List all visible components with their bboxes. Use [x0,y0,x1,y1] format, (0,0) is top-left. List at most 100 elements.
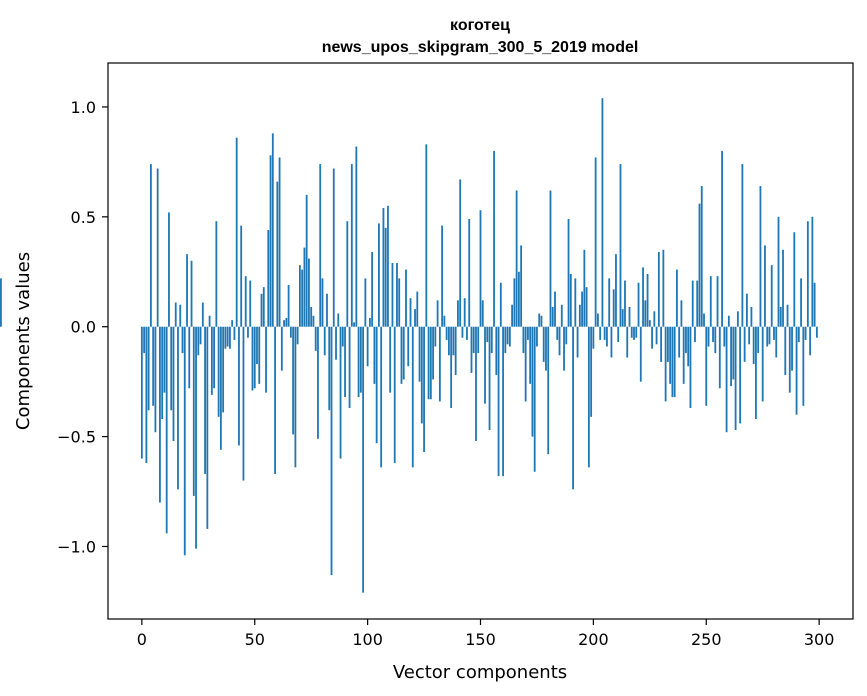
bar-45 [242,326,245,481]
bar-99 [364,278,367,327]
bar-205 [603,326,606,340]
bar-210 [615,254,617,327]
bar-296 [809,326,812,356]
bar-251 [707,326,710,347]
bar-26 [199,326,202,345]
bar-143 [463,298,466,327]
bar-249 [703,313,705,327]
bar-206 [606,326,608,347]
bar-295 [806,221,809,327]
bar-241 [685,326,687,354]
bar-184 [556,326,559,340]
bar-233 [666,326,669,362]
bar-259 [725,326,728,433]
bar-215 [626,326,629,358]
bar-76 [312,315,315,327]
bar-187 [563,326,565,371]
bar-39 [229,326,231,349]
bar-93 [350,164,353,327]
y-tick-label-1: 1.0 [71,98,96,117]
bar-18 [181,326,184,354]
bar-116 [402,326,405,380]
bar-37 [224,326,227,349]
bar-272 [755,326,757,420]
bar-248 [700,186,703,327]
bar-294 [804,326,807,340]
bar-144 [466,326,468,340]
bar-231 [662,249,665,327]
bar-137 [450,326,453,409]
bar-130 [434,326,437,347]
bar-238 [678,326,681,358]
bar-153 [486,326,489,343]
bar-145 [468,219,471,327]
bar-87 [337,313,340,327]
bar-220 [637,282,640,327]
bar-131 [436,300,439,327]
bar-58 [271,133,274,327]
bar-89 [341,326,344,347]
bar-222 [642,267,644,327]
bar-19 [183,326,186,556]
bar-17 [179,304,182,327]
bar-82 [326,293,328,327]
bar-132 [438,326,441,402]
bar-150 [479,210,482,327]
bar-86 [335,326,337,360]
bar-221 [639,326,642,382]
bar-257 [721,150,723,327]
x-axis: 0 50 100 150 200 250 300 [137,619,834,649]
bar-181 [549,190,552,327]
bar-197 [585,287,588,327]
bar-162 [506,326,509,345]
bar-193 [576,326,579,358]
bar-47 [247,326,249,338]
bar-108 [384,227,387,327]
bar-43 [238,326,240,446]
bar-226 [651,326,653,349]
bar-246 [696,280,699,327]
bar-66 [289,326,292,338]
bar-176 [538,313,541,327]
bar-149 [477,326,480,354]
bar-135 [445,326,448,340]
x-tick-label-100: 100 [352,630,383,649]
bar-109 [387,205,389,327]
bar-81 [323,326,326,356]
bar-40 [231,320,234,327]
bar-140 [457,300,459,327]
bar-188 [565,326,568,345]
bar-23 [192,326,195,496]
bar-35 [219,326,222,450]
bar-134 [443,315,446,327]
bar-69 [296,326,299,345]
bar-1 [143,326,146,354]
bar-75 [310,306,313,327]
bar-27 [201,302,204,327]
bar-225 [648,320,651,327]
bar-62 [280,326,283,371]
bar-278 [768,326,771,345]
bar-61 [278,157,281,327]
bar-214 [624,280,626,327]
bar-161 [504,326,507,354]
bar-125 [423,326,425,452]
bar-122 [416,291,419,327]
bar-276 [764,245,766,327]
bar-262 [732,326,735,380]
bar-230 [660,326,663,362]
bar-289 [793,232,796,327]
bar-167 [517,271,520,327]
bar-299 [815,326,818,338]
bar-151 [481,300,484,327]
bar-84 [330,326,333,576]
bar-270 [750,306,753,327]
bar-139 [454,326,457,376]
bar-177 [540,315,543,327]
bar-152 [484,326,486,404]
bar-22 [190,260,193,327]
bar-155 [490,326,493,354]
bar-245 [694,326,696,343]
bar-41 [233,326,236,340]
bar-201 [594,157,597,327]
